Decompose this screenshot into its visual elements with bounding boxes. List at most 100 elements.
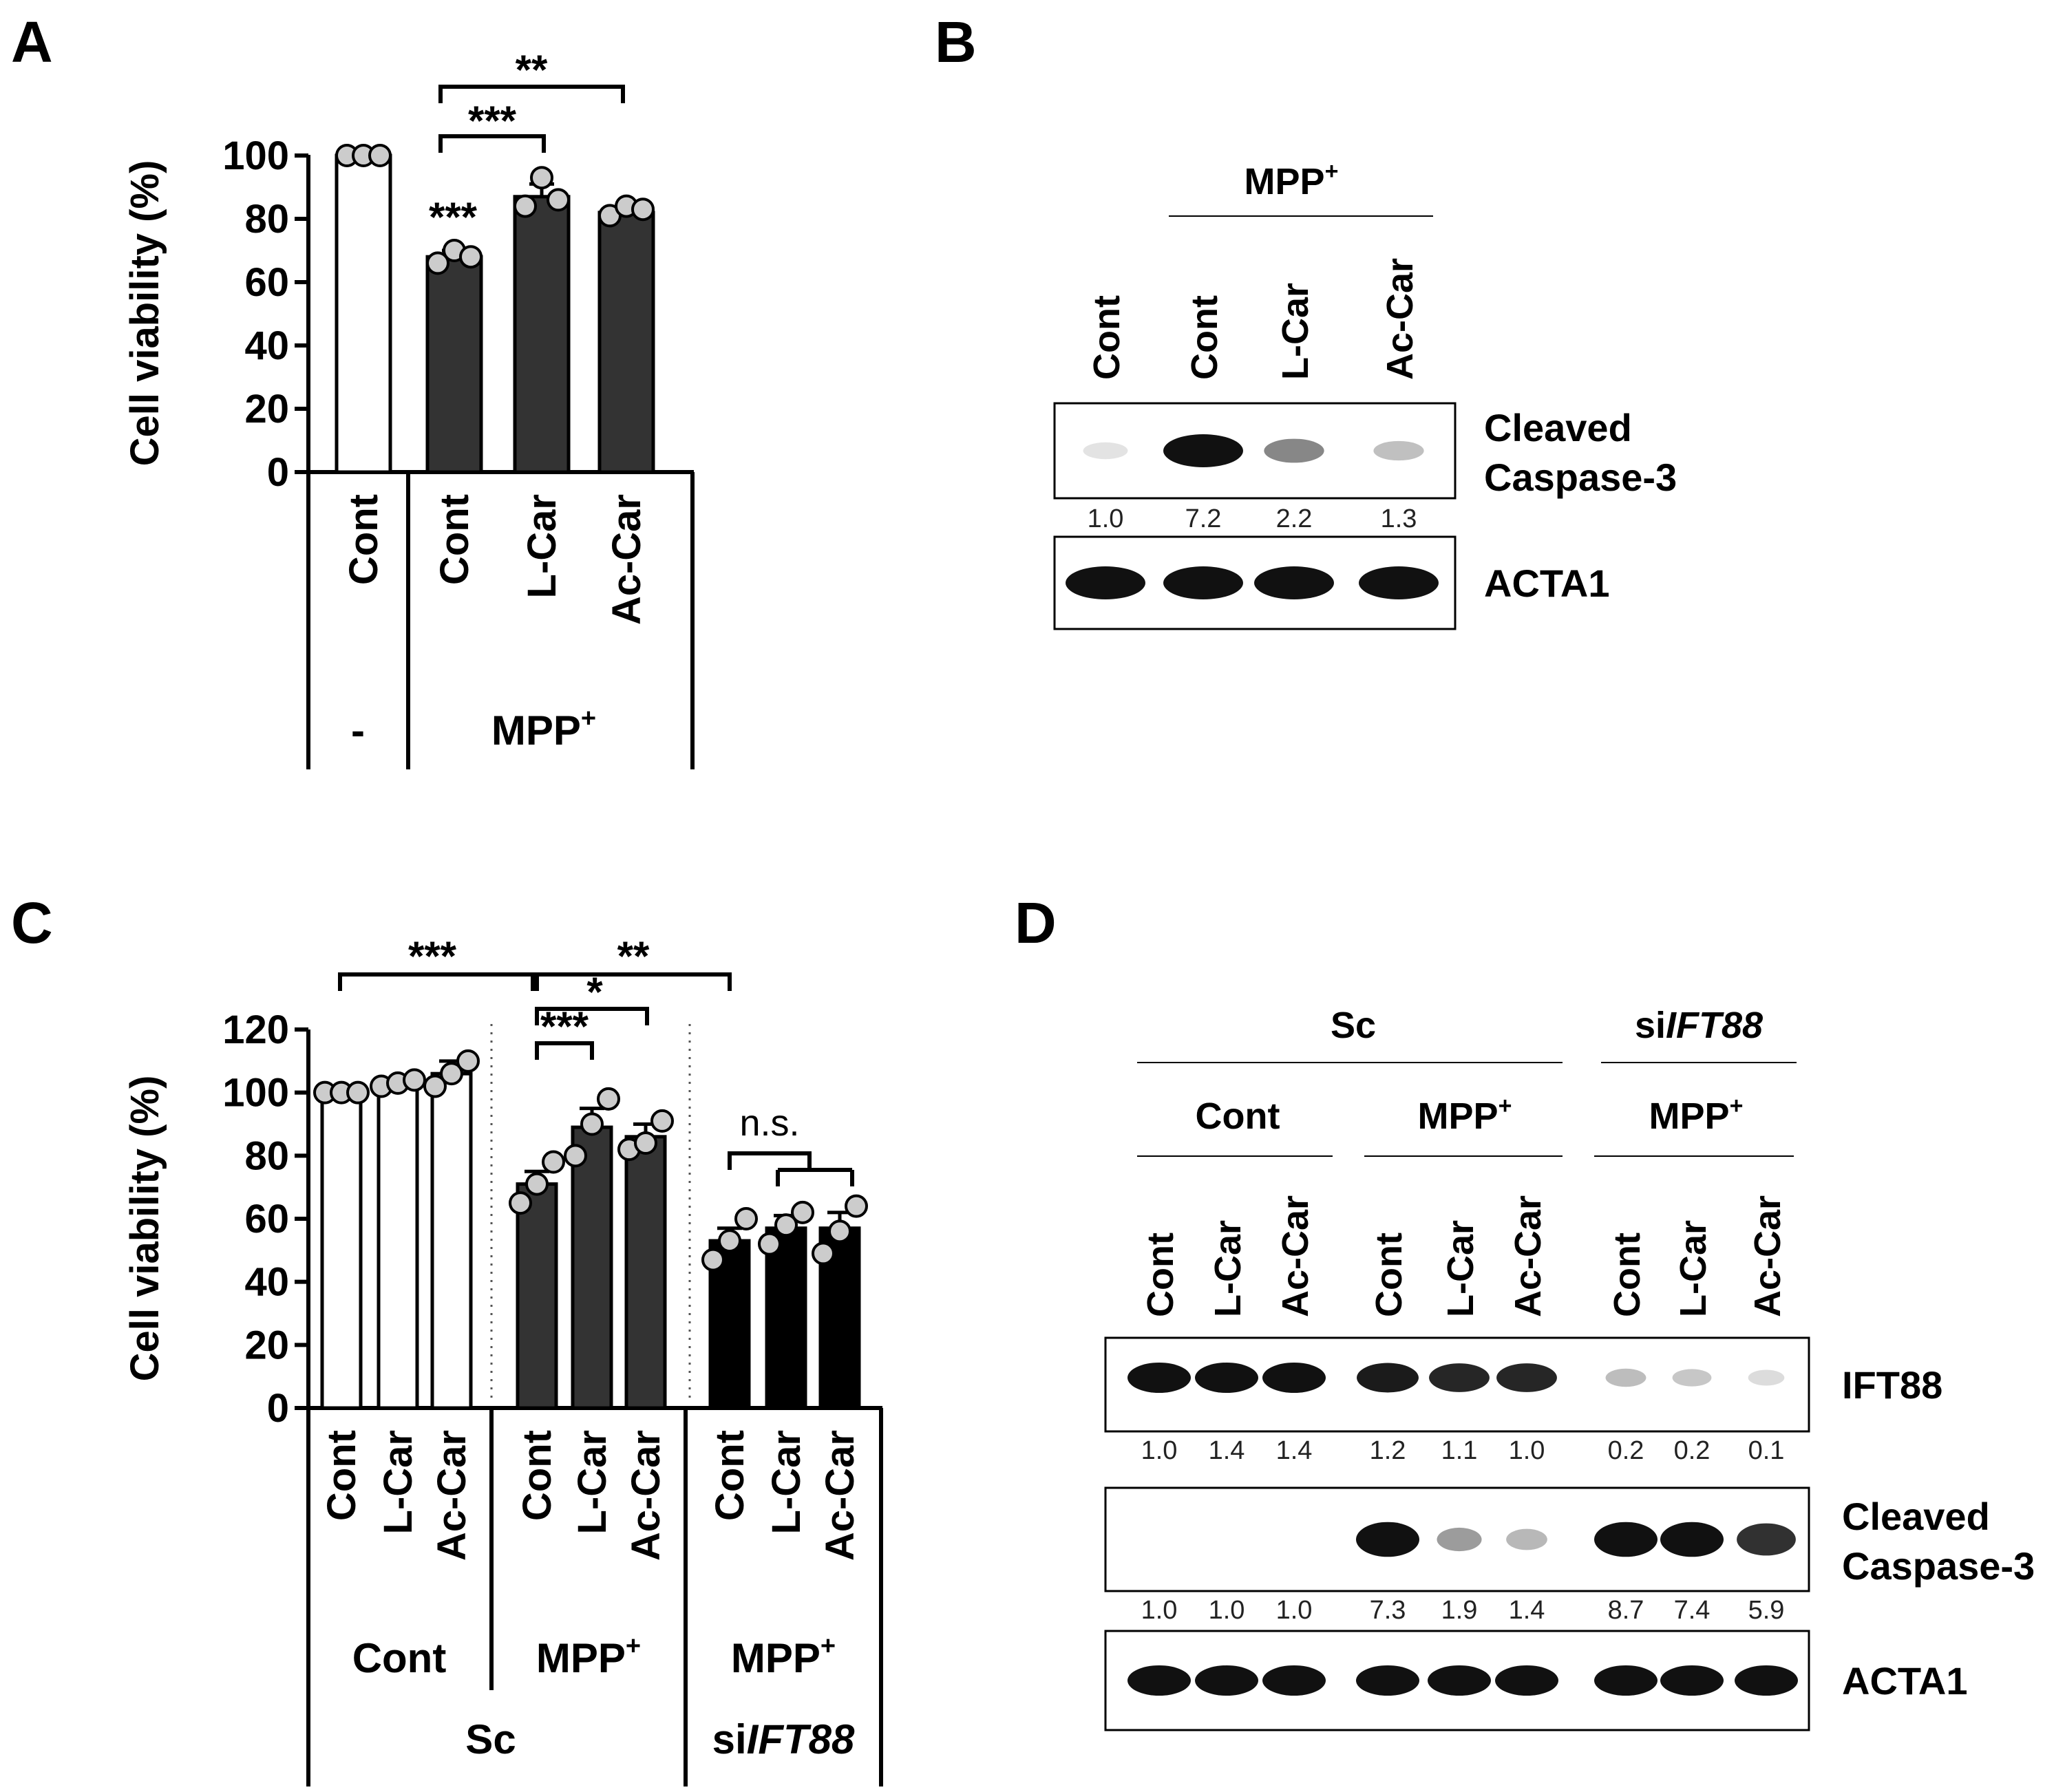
bar [624,1135,667,1410]
data-point [346,1080,370,1105]
data-point [525,1172,549,1196]
blot-cleaved-caspase-3: 1.0 7.2 2.2 1.3 Cleaved Caspase-3 [1053,402,1677,533]
y-tick-label: 80 [244,1133,289,1178]
band [1262,1665,1326,1696]
panel-label: C [11,890,53,955]
quant-value: 1.0 [1276,1596,1313,1625]
band [1163,566,1243,599]
lane-label: L-Car [1673,1220,1714,1317]
band [1428,1665,1491,1696]
significance-bracket [438,134,546,153]
y-axis-label: Cell viability (%) [123,160,167,467]
category-label: Cont [341,494,386,585]
blot-frame [1053,402,1457,500]
band [1262,1363,1326,1393]
lane-label: Ac-Car [1379,258,1421,380]
quant-value: 1.3 [1381,504,1417,533]
y-tick-label: 60 [244,260,289,305]
band [1437,1527,1482,1552]
data-point [547,188,570,212]
super-group-label-si: siIFT88 [712,1716,855,1762]
lane-label: Ac-Car [1275,1195,1316,1317]
band [1083,442,1128,460]
y-tick-label: 60 [244,1197,289,1241]
data-point [828,1219,851,1244]
panel-c: C Cell viability (%) 0 20 40 60 80 100 120 Con… [11,890,883,1786]
blot-label: IFT88 [1842,1363,1942,1407]
band [1496,1363,1557,1392]
band [1429,1363,1490,1392]
quant-value: 1.0 [1509,1436,1545,1465]
band [1127,1665,1191,1696]
bars [335,144,655,474]
lane-label: Ac-Car [1507,1195,1549,1317]
blot-label: Caspase-3 [1842,1544,2035,1588]
ns-bracket [776,1153,854,1186]
category-label: Cont [708,1430,752,1521]
category-label: L-Car [520,494,564,598]
quant-value: 1.9 [1441,1596,1478,1625]
data-point [774,1213,798,1237]
blot-acta1: ACTA1 [1053,535,1610,630]
data-point [791,1200,814,1224]
data-point [513,194,537,218]
y-tick-label: 0 [267,450,289,495]
group-label-mpp: MPP+ [491,704,596,754]
band [1373,440,1424,461]
data-point [812,1241,835,1266]
band [1264,438,1324,463]
quant-value: 1.1 [1441,1436,1478,1465]
significance-bracket [535,1041,594,1060]
band [1254,566,1334,599]
data-point [368,144,392,167]
blot-label: ACTA1 [1842,1659,1968,1703]
category-label: Ac-Car [604,494,649,625]
category-label: L-Car [376,1430,421,1534]
data-point [631,198,655,222]
band [1748,1369,1785,1386]
band [1356,1522,1419,1557]
data-point [845,1194,868,1218]
y-tick-label: 120 [222,1007,289,1052]
quant-value: 7.3 [1370,1596,1406,1625]
data-point [650,1109,674,1133]
significance-label: *** [540,1003,589,1049]
band [1163,434,1243,467]
group-label-cont: Cont [352,1635,447,1681]
data-point [734,1207,758,1230]
band [1672,1369,1712,1387]
significance-label: * [586,969,603,1015]
y-tick-label: 0 [267,1386,289,1431]
quant-value: 1.2 [1370,1436,1406,1465]
y-tick-label: 40 [244,1260,289,1305]
blot-label: ACTA1 [1484,562,1610,605]
group-label-mpp-si: MPP+ [731,1632,836,1681]
category-label: Ac-Car [624,1430,668,1561]
band [1066,566,1145,599]
top-group-si: siIFT88 [1635,1005,1763,1046]
y-tick-label: 20 [244,1323,289,1367]
quant-value: 0.2 [1674,1436,1711,1465]
quant-value: 1.4 [1209,1436,1245,1465]
significance-bracket [338,972,535,991]
bar [377,1081,419,1410]
panel-label: D [1015,890,1057,955]
significance-label: ** [516,47,548,93]
band [1359,566,1439,599]
data-point [564,1144,587,1168]
lane-label: Cont [1184,295,1225,380]
y-ticks: 0 20 40 60 80 100 120 [222,1007,308,1431]
ns-label: n.s. [739,1102,799,1144]
quant-value: 5.9 [1748,1596,1785,1625]
data-point [459,245,483,269]
bar [430,1071,473,1410]
data-point [597,1087,620,1111]
significance-star: *** [429,194,478,240]
bar [513,195,571,474]
bar [708,1239,751,1410]
category-label: Ac-Car [818,1430,862,1561]
blot-label: Caspase-3 [1484,456,1677,499]
quant-value: 1.0 [1141,1436,1178,1465]
data-point [509,1191,532,1215]
